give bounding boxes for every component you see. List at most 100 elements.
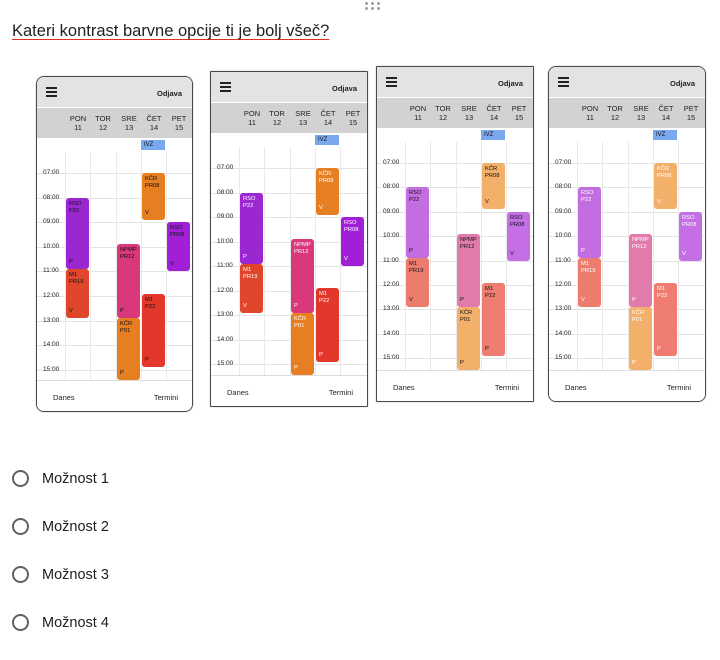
event-text: V	[69, 308, 73, 315]
day-column-line	[602, 142, 603, 370]
weekday-bar: PON 11 TOR 12 SRE 13 ČET 14 PET 15	[377, 98, 533, 128]
drag-handle-icon[interactable]	[365, 2, 381, 12]
event-text: P	[581, 248, 585, 255]
event-text: P	[485, 345, 489, 352]
time-label: 08:00	[43, 193, 60, 201]
time-label: 10:00	[555, 232, 572, 240]
event-text: PR12	[120, 254, 135, 261]
event-block[interactable]: KČR PR08 V	[654, 163, 677, 210]
logout-button: Odjava	[331, 84, 357, 93]
schedule-grid: 07:00 08:00 09:00 10:00 11:00 12:00 13:00 14:00…	[211, 147, 367, 375]
event-text: P	[120, 308, 124, 315]
event-text: M1	[485, 285, 494, 292]
event-block[interactable]: RSO P22 P	[406, 187, 429, 259]
hour-line	[37, 271, 192, 273]
hour-line	[549, 187, 705, 189]
time-label: 10:00	[383, 232, 400, 240]
event-block[interactable]: RSO PR08 V	[679, 211, 702, 261]
event-text: P	[409, 248, 413, 255]
event-block[interactable]: RSO PR08 V	[507, 211, 530, 261]
event-text: RSO	[581, 190, 594, 197]
event-block[interactable]: RSO P22 P	[240, 192, 263, 264]
hour-line	[377, 163, 533, 164]
hour-line	[549, 211, 705, 213]
radio-button[interactable]	[12, 566, 29, 583]
event-block[interactable]: M1 PR19 V	[240, 263, 263, 313]
option-2[interactable]: Možnost 2	[12, 516, 212, 540]
event-block[interactable]: KČR P01 P	[291, 312, 314, 375]
event-block[interactable]: RSO PR08 V	[341, 217, 364, 266]
event-text: PR08	[510, 221, 525, 228]
hour-line	[37, 197, 192, 199]
event-block[interactable]: KČR P01 P	[629, 306, 652, 370]
event-block[interactable]: M1 PR19 V	[66, 268, 89, 319]
event-text: PR08	[657, 173, 672, 179]
event-block[interactable]: NPMP PR12 P	[457, 233, 480, 307]
weekday-pet: PET 15	[683, 104, 699, 122]
event-block[interactable]: M1 P22 P	[142, 293, 165, 368]
event-text: KČR	[294, 315, 307, 322]
event-text: M1	[657, 285, 666, 292]
event-text: KČR	[485, 166, 498, 172]
radio-button[interactable]	[12, 518, 29, 535]
radio-button[interactable]	[12, 614, 29, 631]
weekday-čet: ČET 14	[316, 105, 340, 127]
time-label: 15:00	[43, 365, 60, 373]
event-text: PR19	[581, 268, 596, 275]
app-bar: Odjava	[377, 67, 533, 97]
option-3[interactable]: Možnost 3	[12, 564, 212, 588]
hour-line	[211, 168, 367, 169]
hour-line	[211, 192, 367, 194]
event-block[interactable]: M1 P22 P	[654, 282, 677, 356]
time-label: 09:00	[217, 213, 234, 220]
event-block[interactable]: M1 P22 P	[316, 288, 339, 362]
day-column-line	[506, 142, 507, 370]
weekday-pon: PON 11	[581, 104, 599, 122]
event-text: P	[319, 351, 323, 358]
event-block[interactable]: RSO P22 P	[66, 197, 89, 269]
hour-line	[377, 260, 533, 262]
time-label: 11:00	[43, 267, 59, 275]
day-column-line	[628, 142, 629, 370]
time-label: 08:00	[555, 183, 572, 191]
event-block[interactable]: KČR PR08 V	[142, 173, 165, 220]
event-text: P22	[145, 303, 156, 310]
event-block[interactable]: M1 P22 P	[482, 282, 505, 356]
question-title: Kateri kontrast barvne opcije ti je bolj…	[12, 22, 330, 40]
event-block[interactable]: NPMP PR12 P	[629, 233, 652, 307]
day-column-line	[315, 147, 316, 375]
event-block[interactable]: NPMP PR12 P	[291, 239, 314, 313]
radio-button[interactable]	[12, 470, 29, 487]
event-block[interactable]: KČR PR08 V	[316, 168, 339, 215]
option-1[interactable]: Možnost 1	[12, 468, 212, 492]
event-block[interactable]: M1 PR19 V	[406, 258, 429, 307]
event-text: P22	[657, 292, 668, 299]
menu-icon	[558, 77, 569, 87]
app-bar: Odjava	[211, 72, 367, 102]
event-block[interactable]: KČR PR08 V	[482, 163, 505, 210]
event-block[interactable]: KČR P01 P	[457, 306, 480, 370]
appointments-tab: Termini	[153, 393, 178, 402]
time-label: 07:00	[383, 159, 400, 166]
time-label: 15:00	[555, 354, 572, 362]
event-text: M1	[319, 291, 328, 298]
event-banner: IVZ	[481, 130, 505, 140]
time-label: 13:00	[555, 305, 572, 313]
event-text: RSO	[170, 225, 183, 232]
hour-line	[377, 236, 533, 238]
event-block[interactable]: RSO PR08 V	[167, 222, 190, 272]
event-block[interactable]: NPMP PR12 P	[117, 244, 140, 319]
option-4[interactable]: Možnost 4	[12, 612, 212, 636]
time-label: 14:00	[555, 329, 572, 337]
event-block[interactable]: RSO P22 P	[578, 187, 601, 259]
event-text: PR12	[632, 243, 647, 250]
app-bar: Odjava	[37, 77, 192, 107]
event-text: PR08	[682, 221, 697, 228]
event-block[interactable]: M1 PR19 V	[578, 258, 601, 307]
event-text: PR08	[344, 227, 359, 233]
time-label: 14:00	[43, 341, 60, 349]
day-column-line	[166, 152, 167, 380]
weekday-sre: SRE 13	[121, 114, 137, 132]
event-block[interactable]: KČR P01 P	[117, 318, 140, 380]
weekday-tor: TOR 12	[269, 109, 285, 127]
